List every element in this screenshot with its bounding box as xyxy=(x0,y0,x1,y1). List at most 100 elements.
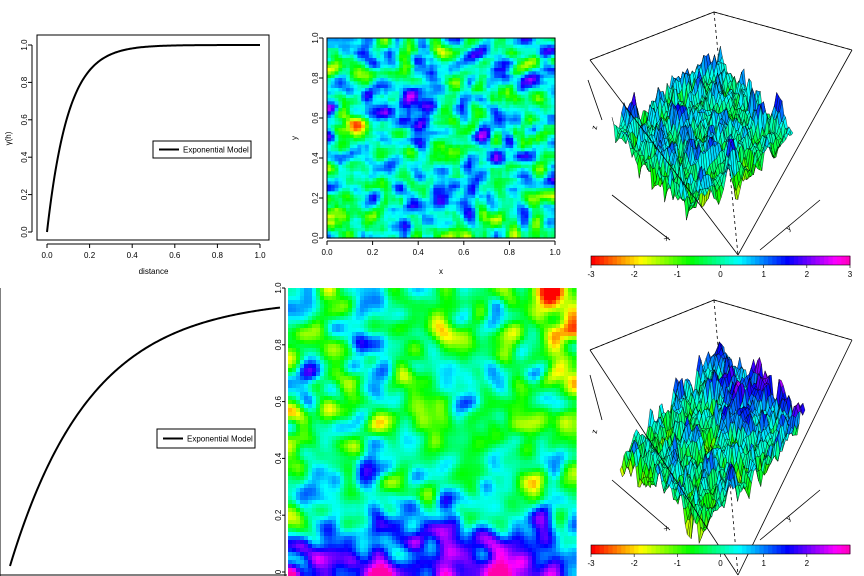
field-top-cell xyxy=(513,128,518,132)
field-top-cell xyxy=(338,148,343,152)
field-top-cell xyxy=(490,181,495,186)
field-top-cell xyxy=(479,174,484,179)
field-top-cell xyxy=(520,168,526,172)
field-top-cell xyxy=(425,154,431,159)
field-top-cell xyxy=(479,111,484,116)
field-top-cell xyxy=(505,91,510,96)
field-top-cell xyxy=(456,64,461,69)
field-top-cell xyxy=(406,151,412,156)
field-top-cell xyxy=(551,121,556,126)
field-top-cell xyxy=(406,104,412,109)
field-top-cell xyxy=(342,118,347,122)
field-top-cell xyxy=(475,114,480,119)
field-top-cell xyxy=(513,148,518,152)
field-top-cell xyxy=(532,154,537,159)
field-top-cell xyxy=(338,164,343,169)
field-top-cell xyxy=(532,134,537,139)
field-top-cell xyxy=(399,194,404,199)
field-top-cell xyxy=(498,54,503,59)
field-top-cell xyxy=(551,168,556,172)
field-top-cell xyxy=(448,171,453,176)
field-top-cell xyxy=(380,38,385,42)
field-top-cell xyxy=(479,68,484,72)
field-top-cell xyxy=(391,114,396,119)
field-top-cell xyxy=(463,104,469,109)
field-top-cell xyxy=(346,48,351,52)
field-top-cell xyxy=(418,38,423,42)
field-top-cell xyxy=(422,84,427,89)
field-top-cell xyxy=(543,151,548,156)
field-top-cell xyxy=(372,94,377,99)
field-top-cell xyxy=(543,188,548,192)
field-top-cell xyxy=(520,138,526,142)
field-top-cell xyxy=(479,51,484,56)
field-top-cell xyxy=(467,124,472,129)
field-top-cell xyxy=(501,64,507,69)
field-top-cell xyxy=(452,88,457,92)
field-top-cell xyxy=(463,201,469,206)
field-top-cell xyxy=(467,78,472,82)
field-top-cell xyxy=(501,158,507,162)
field-top-cell xyxy=(456,101,461,106)
field-top-cell xyxy=(536,68,541,72)
field-top-cell xyxy=(444,154,450,159)
field-top-cell xyxy=(425,38,431,42)
field-top-cell xyxy=(418,64,423,69)
field-top-cell xyxy=(327,144,332,149)
field-top-cell xyxy=(524,74,529,79)
field-top-cell xyxy=(372,54,377,59)
field-top-cell xyxy=(376,118,381,122)
field-top-cell xyxy=(433,74,438,79)
field-top-cell xyxy=(410,178,415,182)
field-top-cell xyxy=(501,74,507,79)
field-top-cell xyxy=(452,91,457,96)
field-top-cell xyxy=(441,108,446,112)
field-top-cell xyxy=(494,58,499,62)
field-top-cell xyxy=(444,48,450,52)
field-top-cell xyxy=(346,194,351,199)
field-top-cell xyxy=(498,144,503,149)
field-top-cell xyxy=(384,134,389,139)
field-top-cell xyxy=(539,111,545,116)
field-top-cell xyxy=(456,71,461,76)
field-top-cell xyxy=(395,48,400,52)
variogram-top-legend-label: Exponential Model xyxy=(183,146,249,155)
field-top-cell xyxy=(482,41,488,46)
field-top-cell xyxy=(422,134,427,139)
field-top-cell xyxy=(513,38,518,42)
field-top-cell xyxy=(387,194,393,199)
field-top-cell xyxy=(520,144,526,149)
field-top-cell xyxy=(456,188,461,192)
field-top-cell xyxy=(463,44,469,49)
field-top-cell xyxy=(365,188,370,192)
field-top-cell xyxy=(429,38,434,42)
field-top-cell xyxy=(524,128,529,132)
field-top-cell xyxy=(456,41,461,46)
field-top-cell xyxy=(361,44,366,49)
field-top-cell xyxy=(475,58,480,62)
field-top-cell xyxy=(494,188,499,192)
field-top-cell xyxy=(353,181,358,186)
field-top-cell xyxy=(414,51,419,56)
field-top-cell xyxy=(338,118,343,122)
field-top-cell xyxy=(346,51,351,56)
field-top-cell xyxy=(536,178,541,182)
field-top-cell xyxy=(452,134,457,139)
field-top-cell xyxy=(338,41,343,46)
field-top-cell xyxy=(410,41,415,46)
field-top-cell xyxy=(536,54,541,59)
field-top-cell xyxy=(528,134,533,139)
field-top-cell xyxy=(365,148,370,152)
field-top-cell xyxy=(551,44,556,49)
field-top-cell xyxy=(399,81,404,86)
field-top-cell xyxy=(349,64,355,69)
field-top-cell xyxy=(498,81,503,86)
field-top-cell xyxy=(410,78,415,82)
field-top-cell xyxy=(486,191,491,196)
field-top-cell xyxy=(524,91,529,96)
field-top-cell xyxy=(387,198,393,202)
field-top-cell xyxy=(357,194,362,199)
field-top-cell xyxy=(387,61,393,66)
field-top-cell xyxy=(384,68,389,72)
field-top-cell xyxy=(532,74,537,79)
